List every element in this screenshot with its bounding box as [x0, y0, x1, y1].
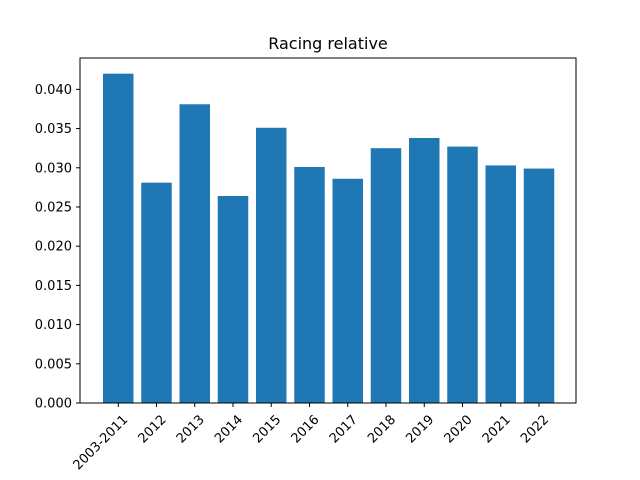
y-tick-label: 0.000 — [35, 397, 72, 412]
bar-2012 — [141, 182, 172, 403]
x-tick-label: 2022 — [518, 412, 552, 446]
y-axis: 0.000 0.005 0.010 0.015 0.020 0.025 0.030 0.035… — [35, 83, 80, 412]
bar-2020 — [447, 146, 478, 403]
x-tick-label: 2019 — [403, 412, 437, 446]
x-tick-label: 2003-2011 — [71, 412, 132, 473]
x-tick-label: 2013 — [174, 412, 208, 446]
y-tick-label: 0.030 — [35, 161, 72, 176]
y-tick-label: 0.010 — [35, 318, 72, 333]
x-tick-label: 2020 — [442, 412, 476, 446]
y-tick-label: 0.025 — [35, 200, 72, 215]
y-tick-label: 0.005 — [35, 357, 72, 372]
x-tick-label: 2016 — [289, 412, 323, 446]
bar-2015 — [256, 127, 287, 403]
bar-2021 — [485, 165, 516, 403]
y-tick-label: 0.040 — [35, 83, 72, 98]
y-tick-label: 0.035 — [35, 122, 72, 137]
plot-frame — [79, 57, 577, 404]
x-tick-label: 2017 — [327, 412, 361, 446]
y-tick-label: 0.015 — [35, 279, 72, 294]
bar-2022 — [523, 168, 555, 403]
x-tick-label: 2015 — [250, 412, 284, 446]
bars-group — [103, 73, 555, 404]
bar-2018 — [370, 148, 402, 403]
bar-2003-2011 — [103, 73, 134, 404]
x-axis: 2003-2011 2012 2013 2014 2015 2016 2017 2018 201… — [71, 403, 552, 473]
x-tick-label: 2012 — [136, 412, 170, 446]
bar-2017 — [332, 178, 363, 403]
bar-2016 — [294, 166, 325, 403]
x-tick-label: 2018 — [365, 412, 399, 446]
x-tick-label: 2014 — [212, 412, 246, 446]
bar-2013 — [179, 104, 210, 403]
bar-2019 — [409, 137, 440, 404]
chart-title: Racing relative — [268, 34, 388, 53]
x-tick-label: 2021 — [480, 412, 514, 446]
bar-2014 — [217, 196, 249, 403]
y-tick-label: 0.020 — [35, 240, 72, 255]
